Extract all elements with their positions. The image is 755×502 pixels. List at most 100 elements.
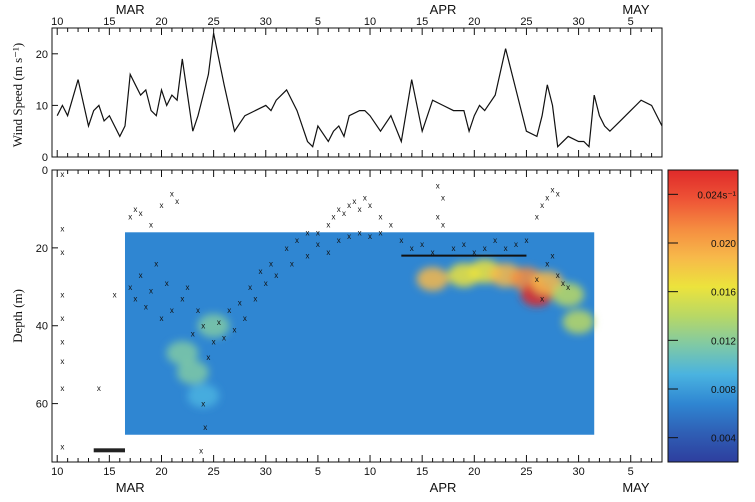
marker: x [514,240,518,249]
marker: x [149,287,153,296]
marker: x [352,197,356,206]
depth-ytick-label: 40 [36,321,48,333]
top-day-label: 5 [628,16,634,28]
marker: x [305,252,309,261]
marker: x [159,201,163,210]
top-day-label: 30 [572,16,584,28]
marker: x [139,209,143,218]
marker: x [203,423,207,432]
marker: x [60,442,64,451]
wind-speed-panel: 0 10 20 10 15 20 25 30 5 10 15 20 25 30 5 MAR APR MAY Wi… [10,2,663,164]
top-day-label: 5 [315,16,321,28]
marker: x [199,446,203,455]
marker: x [540,201,544,210]
bottom-day-label: 20 [468,466,480,478]
wind-ytick-label: 20 [36,49,48,61]
heatmap-patch [187,383,220,408]
marker: x [441,221,445,230]
wind-ytick-label: 0 [42,152,48,164]
marker: x [222,333,226,342]
marker: x [60,357,64,366]
colorbar-tick-label: 0.016 [711,288,736,299]
marker: x [248,283,252,292]
marker: x [556,271,560,280]
marker: x [358,205,362,214]
marker: x [232,326,236,335]
marker: x [472,248,476,257]
bottom-month-label: APR [430,480,457,495]
marker: x [253,294,257,303]
marker: x [133,205,137,214]
marker: x [60,314,64,323]
marker: x [217,318,221,327]
heatmap-patch [416,267,449,292]
top-day-label: 20 [468,16,480,28]
marker: x [436,213,440,222]
marker: x [337,205,341,214]
marker: x [180,294,184,303]
marker: x [191,330,195,339]
marker: x [295,236,299,245]
marker: x [212,337,216,346]
colorbar-tick-label: 0.024s⁻¹ [697,190,736,201]
bottom-bar [93,448,125,453]
marker: x [347,232,351,241]
top-month-label: MAY [622,2,650,17]
marker: x [436,182,440,191]
bottom-month-label: MAY [622,480,650,495]
marker: x [410,244,414,253]
bottom-day-label: 25 [207,466,219,478]
colorbar: 0.004 0.008 0.012 0.016 0.020 0.024s⁻¹ [667,169,739,463]
wind-speed-frame [51,27,663,158]
marker: x [97,384,101,393]
marker: x [144,302,148,311]
marker: x [60,384,64,393]
heatmap-patch [562,309,595,334]
marker: x [378,213,382,222]
colorbar-tick-label: 0.008 [711,385,736,396]
bottom-day-label: 10 [364,466,376,478]
marker: x [60,170,64,179]
marker: x [259,267,263,276]
top-day-label: 15 [416,16,428,28]
top-month-label: MAR [116,2,145,17]
marker: x [316,240,320,249]
marker: x [556,189,560,198]
wind-ytick-label: 10 [36,100,48,112]
bottom-day-label: 15 [416,466,428,478]
colorbar-tick-label: 0.020 [711,239,736,250]
marker: x [431,248,435,257]
heatmap-patch [197,313,230,338]
marker: x [60,224,64,233]
top-month-label: APR [430,2,457,17]
marker: x [170,306,174,315]
colorbar-gradient [667,169,739,463]
marker: x [196,306,200,315]
marker: x [290,259,294,268]
marker: x [227,306,231,315]
bottom-day-label: 30 [260,466,272,478]
top-day-label: 20 [155,16,167,28]
top-day-label: 25 [520,16,532,28]
marker: x [159,314,163,323]
marker: x [551,185,555,194]
marker: x [462,240,466,249]
marker: x [389,221,393,230]
marker: x [358,228,362,237]
marker: x [238,298,242,307]
marker: x [540,294,544,303]
depth-ytick-label: 60 [36,399,48,411]
heatmap-patch [552,282,585,307]
marker: x [201,400,205,409]
marker: x [113,291,117,300]
wind-ticks: 0 10 20 [36,28,653,164]
marker: x [441,193,445,202]
marker: x [274,271,278,280]
bottom-day-label: 5 [315,466,321,478]
marker: x [566,283,570,292]
marker: x [399,236,403,245]
marker: x [170,189,174,198]
bottom-month-label: MAR [116,480,145,495]
